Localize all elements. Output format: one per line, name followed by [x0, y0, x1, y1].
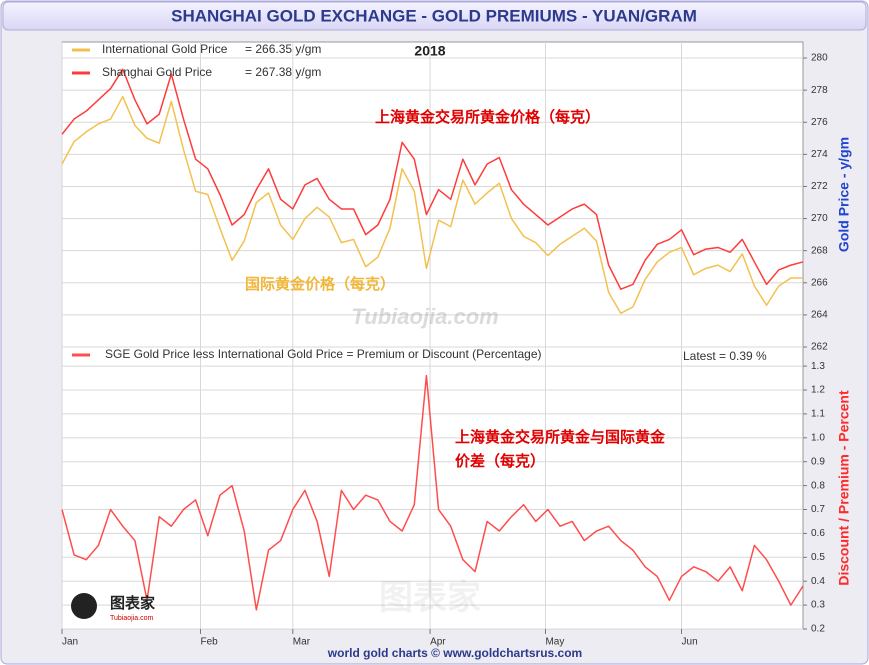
y-tick-label: 264 [811, 310, 828, 321]
y-tick-label: 1.3 [811, 361, 825, 372]
series-line [61, 68, 804, 290]
y-axis-label: Gold Price - y/gm [836, 137, 852, 252]
legend-label: International Gold Price [102, 42, 228, 56]
chart-title: SHANGHAI GOLD EXCHANGE - GOLD PREMIUMS -… [171, 6, 697, 25]
y-tick-label: 270 [811, 213, 828, 224]
annotation: 国际黄金价格（每克） [245, 275, 395, 293]
y-tick-label: 0.4 [811, 576, 825, 587]
plot-layer: 262 264 266 268 270 272 274 276 278 280 Gold Price… [61, 42, 852, 648]
logo-site: Tubiaojia.com [110, 615, 153, 622]
y-tick-label: 0.8 [811, 480, 825, 491]
y-tick-label: 1.2 [811, 385, 825, 396]
watermark: Tubiaojia.com [351, 304, 499, 329]
x-tick-label: Jun [682, 637, 698, 648]
y-tick-label: 0.6 [811, 528, 825, 539]
legend-value: = 267.38 y/gm [245, 65, 321, 79]
y-tick-label: 0.9 [811, 456, 825, 467]
watermark: 图表家 [379, 579, 481, 617]
legend-value: = 266.35 y/gm [245, 42, 321, 56]
footer: world gold charts © www.goldchartsrus.co… [327, 646, 582, 660]
x-tick-label: Apr [430, 637, 446, 648]
annotation: 上海黄金交易所黄金价格（每克） [375, 108, 600, 126]
annotation: 价差（每克） [455, 452, 545, 470]
y-tick-label: 278 [811, 85, 828, 96]
logo-brand: 图表家 [110, 594, 155, 612]
top-plot [61, 41, 804, 348]
y-tick-label: 274 [811, 149, 828, 160]
y-tick-label: 276 [811, 117, 828, 128]
annotation: 上海黄金交易所黄金与国际黄金 [455, 428, 666, 446]
y-tick-label: 268 [811, 245, 828, 256]
y-tick-label: 272 [811, 181, 828, 192]
y-axis-label: Discount / Premium - Percent [836, 390, 852, 586]
x-tick-label: May [545, 637, 564, 648]
y-tick-label: 1.1 [811, 409, 825, 420]
title-bar [2, 1, 867, 31]
y-tick-label: 1.0 [811, 432, 825, 443]
x-tick-label: Jan [62, 637, 78, 648]
legend-label: SGE Gold Price less International Gold P… [105, 347, 542, 361]
y-tick-label: 0.7 [811, 504, 825, 515]
series-line [61, 374, 804, 611]
y-tick-label: 266 [811, 277, 828, 288]
y-tick-label: 0.2 [811, 624, 825, 635]
latest-label: Latest = 0.39 % [683, 349, 767, 363]
x-tick-label: Mar [293, 637, 311, 648]
logo-icon [71, 593, 97, 619]
y-tick-label: 0.3 [811, 600, 825, 611]
series-line [61, 95, 803, 315]
y-tick-label: 262 [811, 342, 828, 353]
legend-label: Shanghai Gold Price [102, 65, 212, 79]
subtitle: 2018 [414, 43, 445, 59]
y-tick-label: 280 [811, 53, 828, 64]
x-tick-label: Feb [200, 637, 218, 648]
y-tick-label: 0.5 [811, 552, 825, 563]
